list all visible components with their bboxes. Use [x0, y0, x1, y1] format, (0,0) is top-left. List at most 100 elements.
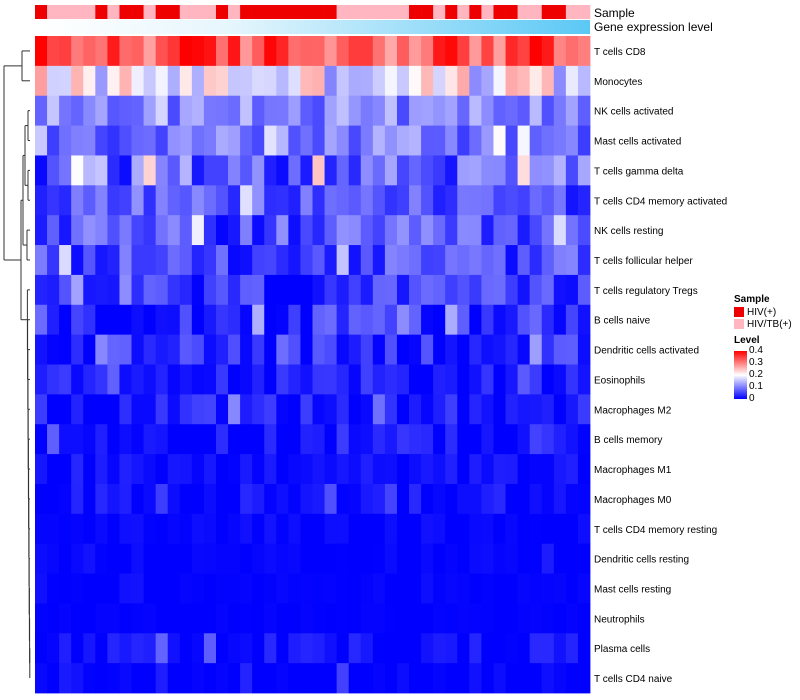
heatmap-cell	[71, 424, 84, 455]
heatmap-cell	[35, 274, 48, 306]
heatmap-cell	[252, 65, 265, 97]
heatmap-cell	[541, 95, 555, 126]
heatmap-cell	[228, 65, 241, 97]
heatmap-cell	[191, 663, 205, 694]
sample-annotation-cell	[529, 5, 543, 19]
heatmap-cell	[565, 424, 579, 455]
heatmap-cell	[155, 483, 169, 515]
heatmap-cell	[409, 573, 422, 604]
heatmap-cell	[360, 304, 374, 336]
heatmap-cell	[433, 95, 446, 126]
heatmap-cell	[469, 125, 482, 156]
heatmap-cell	[396, 304, 410, 336]
heatmap-cell	[47, 215, 60, 246]
sample-annotation-cell	[83, 5, 96, 19]
heatmap-cell	[203, 274, 217, 306]
heatmap-cell	[409, 633, 422, 664]
heatmap-cell	[469, 543, 482, 574]
heatmap-cell	[179, 36, 193, 67]
heatmap-cell	[83, 454, 96, 485]
heatmap-cell	[131, 185, 144, 216]
heatmap-cell	[553, 364, 567, 395]
heatmap-cell	[553, 454, 567, 485]
heatmap-cell	[203, 125, 217, 156]
heatmap-cell	[119, 65, 132, 97]
heatmap-cell	[312, 573, 325, 604]
heatmap-cell	[83, 36, 96, 67]
heatmap-cell	[517, 364, 531, 395]
heatmap-cell	[228, 364, 241, 395]
heatmap-cell	[191, 125, 205, 156]
heatmap-cell	[119, 155, 132, 186]
heatmap-cell	[131, 125, 144, 156]
heatmap-cell	[360, 125, 374, 156]
heatmap-cell	[203, 513, 217, 545]
heatmap-cell	[433, 394, 446, 425]
heatmap-cell	[95, 125, 108, 156]
heatmap-cell	[276, 304, 289, 336]
heatmap-cell	[300, 483, 313, 515]
heatmap-cell	[71, 573, 84, 604]
heatmap-cell	[59, 543, 72, 574]
heatmap-cell	[565, 364, 579, 395]
heatmap-cell	[83, 633, 96, 664]
heatmap-cell	[71, 155, 84, 186]
heatmap-cell	[336, 424, 350, 455]
heatmap-cell	[517, 334, 531, 365]
heatmap-cell	[276, 603, 289, 634]
heatmap-cell	[457, 603, 470, 634]
heatmap-cell	[360, 215, 374, 246]
heatmap-cell	[457, 185, 470, 216]
heatmap-cell	[553, 334, 567, 365]
sample-annotation-cell	[336, 5, 349, 19]
heatmap-cell	[240, 543, 253, 574]
heatmap-cell	[252, 185, 265, 216]
heatmap-cell	[119, 364, 132, 395]
heatmap-cell	[312, 334, 325, 365]
heatmap-cell	[83, 334, 96, 365]
sample-annotation-cell	[541, 5, 555, 19]
heatmap-cell	[71, 663, 84, 694]
heatmap-cell	[445, 364, 458, 395]
heatmap-cell	[433, 633, 446, 664]
heatmap-cell	[469, 573, 482, 604]
heatmap-cell	[83, 663, 96, 694]
heatmap-cell	[35, 185, 48, 216]
heatmap-cell	[203, 424, 217, 455]
heatmap-cell	[155, 633, 169, 664]
heatmap-cell	[469, 424, 482, 455]
heatmap-cell	[119, 36, 132, 67]
heatmap-cell	[215, 304, 229, 336]
heatmap-cell	[107, 274, 120, 306]
heatmap-cell	[300, 95, 313, 126]
heatmap-cell	[71, 603, 84, 634]
heatmap-cell	[215, 424, 229, 455]
heatmap-cell	[179, 215, 193, 246]
heatmap-cell	[336, 95, 350, 126]
heatmap-cell	[179, 573, 193, 604]
heatmap-cell	[457, 663, 470, 694]
heatmap-cell	[131, 603, 144, 634]
heatmap-cell	[505, 185, 519, 216]
heatmap-cell	[457, 454, 470, 485]
heatmap-cell	[360, 394, 374, 425]
heatmap-cell	[445, 573, 458, 604]
sample-annotation-cell	[384, 5, 398, 19]
heatmap-cell	[372, 454, 386, 485]
heatmap-cell	[517, 633, 531, 664]
heatmap-cell	[228, 543, 241, 574]
heatmap-cell	[529, 274, 543, 306]
heatmap-cell	[409, 513, 422, 545]
heatmap-cell	[119, 304, 132, 336]
heatmap-cell	[324, 394, 338, 425]
heatmap-cell	[35, 573, 48, 604]
row-label: T cells CD8	[594, 47, 646, 58]
heatmap-cell	[143, 215, 157, 246]
sample-annotation-cell	[505, 5, 518, 19]
heatmap-cell	[83, 215, 96, 246]
heatmap-cell	[83, 483, 96, 515]
heatmap-cell	[481, 245, 494, 276]
heatmap-cell	[493, 274, 506, 306]
heatmap-cell	[131, 95, 144, 126]
heatmap-cell	[179, 155, 193, 186]
